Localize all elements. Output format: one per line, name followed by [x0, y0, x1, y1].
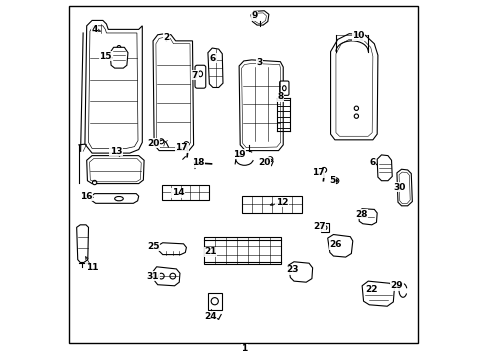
- Polygon shape: [110, 47, 128, 68]
- Ellipse shape: [115, 197, 123, 201]
- Text: 15: 15: [99, 52, 111, 61]
- Polygon shape: [362, 281, 394, 306]
- Bar: [162, 185, 208, 200]
- Text: 1: 1: [241, 344, 247, 353]
- Ellipse shape: [117, 45, 121, 49]
- Text: 19: 19: [232, 150, 245, 159]
- Bar: [207, 293, 221, 310]
- Polygon shape: [376, 155, 391, 181]
- Bar: [204, 237, 281, 264]
- Text: 29: 29: [390, 281, 403, 290]
- Ellipse shape: [211, 298, 218, 305]
- Text: 21: 21: [204, 247, 216, 256]
- Ellipse shape: [332, 178, 338, 184]
- Ellipse shape: [183, 141, 188, 147]
- Polygon shape: [287, 262, 312, 282]
- Ellipse shape: [322, 226, 326, 230]
- Text: 14: 14: [171, 188, 184, 197]
- Polygon shape: [239, 60, 283, 150]
- Polygon shape: [327, 234, 352, 257]
- Text: 7: 7: [191, 71, 198, 80]
- Text: 6: 6: [209, 54, 216, 63]
- Bar: [241, 196, 301, 213]
- Ellipse shape: [353, 106, 358, 111]
- Text: 9: 9: [251, 11, 257, 20]
- Text: 12: 12: [275, 198, 288, 207]
- Text: 25: 25: [146, 242, 159, 251]
- Text: 10: 10: [352, 31, 364, 40]
- Ellipse shape: [92, 180, 97, 185]
- Text: 17: 17: [175, 143, 188, 152]
- Polygon shape: [77, 225, 88, 262]
- Text: 13: 13: [110, 147, 122, 156]
- Polygon shape: [358, 209, 376, 225]
- Text: 20: 20: [146, 139, 159, 148]
- Ellipse shape: [282, 86, 285, 91]
- Polygon shape: [85, 21, 142, 153]
- Ellipse shape: [267, 157, 272, 162]
- Polygon shape: [158, 243, 186, 255]
- FancyBboxPatch shape: [195, 65, 205, 88]
- Text: 18: 18: [192, 158, 204, 167]
- Ellipse shape: [158, 273, 164, 279]
- Ellipse shape: [321, 167, 326, 172]
- Text: 16: 16: [81, 192, 93, 201]
- Text: 23: 23: [286, 265, 299, 274]
- Text: 28: 28: [354, 210, 366, 219]
- Text: 24: 24: [203, 312, 216, 321]
- FancyBboxPatch shape: [279, 81, 288, 95]
- Text: 5: 5: [328, 176, 335, 185]
- Text: 26: 26: [329, 240, 342, 249]
- Bar: [320, 223, 329, 232]
- Polygon shape: [250, 11, 268, 25]
- Polygon shape: [153, 267, 180, 286]
- Ellipse shape: [159, 139, 163, 144]
- Text: 6: 6: [369, 158, 375, 167]
- Ellipse shape: [169, 273, 175, 279]
- Polygon shape: [91, 194, 139, 203]
- Text: 4: 4: [91, 25, 98, 34]
- Ellipse shape: [198, 71, 202, 77]
- Ellipse shape: [353, 114, 358, 118]
- Polygon shape: [153, 34, 193, 150]
- Text: 27: 27: [312, 222, 325, 231]
- Polygon shape: [86, 156, 144, 184]
- Text: 8: 8: [277, 92, 283, 101]
- Text: 3: 3: [256, 58, 262, 67]
- Text: 22: 22: [365, 285, 377, 294]
- Polygon shape: [330, 34, 377, 140]
- Polygon shape: [396, 169, 411, 206]
- Text: 30: 30: [392, 183, 405, 192]
- Text: 11: 11: [86, 264, 98, 273]
- Text: 31: 31: [146, 271, 159, 280]
- Ellipse shape: [334, 179, 337, 182]
- Text: 2: 2: [163, 33, 169, 42]
- Text: 20: 20: [258, 158, 270, 167]
- Text: 17: 17: [311, 168, 324, 177]
- Polygon shape: [207, 48, 223, 87]
